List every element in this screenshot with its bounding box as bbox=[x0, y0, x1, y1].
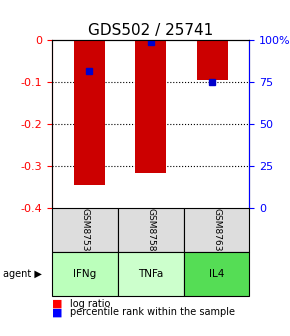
Bar bbox=[197, 40, 228, 80]
Bar bbox=[135, 40, 166, 173]
Text: GSM8758: GSM8758 bbox=[146, 208, 155, 252]
Text: ■: ■ bbox=[52, 299, 63, 309]
Text: IFNg: IFNg bbox=[73, 269, 97, 279]
Text: agent ▶: agent ▶ bbox=[3, 269, 42, 279]
Title: GDS502 / 25741: GDS502 / 25741 bbox=[88, 23, 213, 38]
Text: ■: ■ bbox=[52, 307, 63, 318]
Text: IL4: IL4 bbox=[209, 269, 224, 279]
Bar bbox=[74, 40, 105, 185]
Text: GSM8753: GSM8753 bbox=[81, 208, 90, 252]
Text: GSM8763: GSM8763 bbox=[212, 208, 221, 252]
Text: percentile rank within the sample: percentile rank within the sample bbox=[70, 307, 235, 318]
Text: TNFa: TNFa bbox=[138, 269, 164, 279]
Text: log ratio: log ratio bbox=[70, 299, 110, 309]
